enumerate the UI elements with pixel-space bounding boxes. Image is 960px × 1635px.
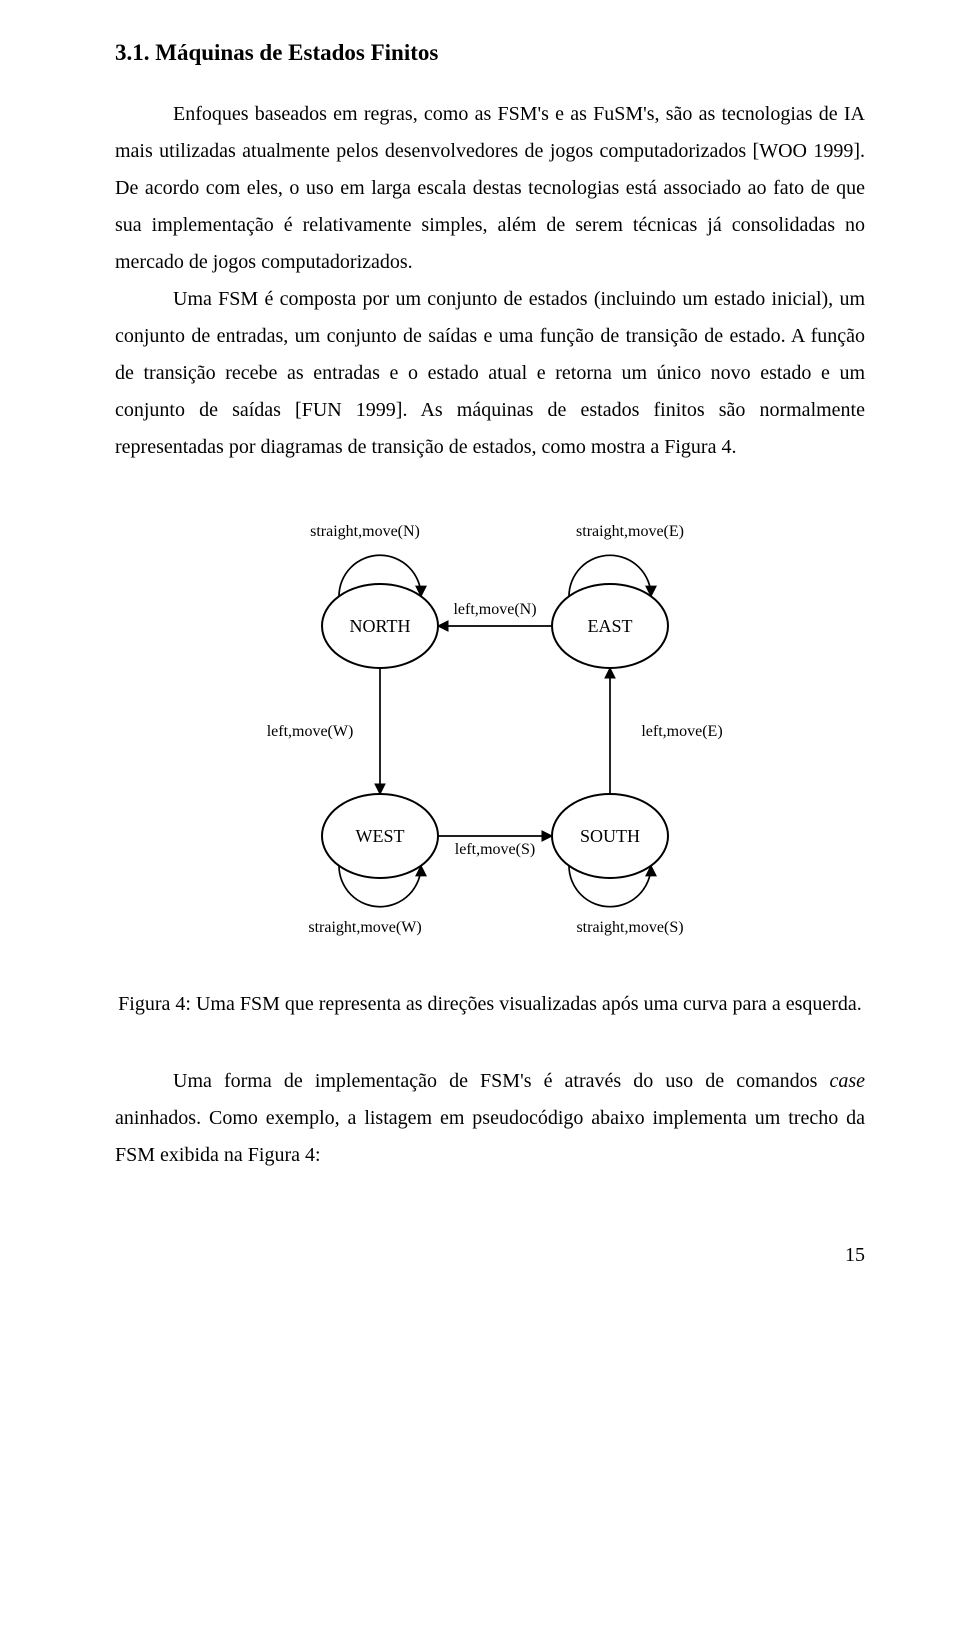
fsm-diagram-container: left,move(N) left,move(W) left,move(S) left… xyxy=(115,506,865,966)
state-node-label: EAST xyxy=(588,616,633,636)
fsm-state-diagram: left,move(N) left,move(W) left,move(S) left… xyxy=(210,506,770,966)
paragraph-3-emph: case xyxy=(829,1070,865,1092)
state-node-label: WEST xyxy=(356,826,405,846)
self-loop-label: straight,move(S) xyxy=(576,919,683,936)
edge-label: left,move(E) xyxy=(641,723,722,740)
figure-caption: Figura 4: Uma FSM que representa as dire… xyxy=(115,986,865,1023)
paragraph-2: Uma FSM é composta por um conjunto de es… xyxy=(115,281,865,466)
paragraph-3-text-a: Uma forma de implementação de FSM's é at… xyxy=(173,1070,829,1092)
self-loop-label: straight,move(W) xyxy=(308,919,421,936)
section-heading: 3.1. Máquinas de Estados Finitos xyxy=(115,40,865,66)
self-loop-label: straight,move(N) xyxy=(310,523,420,540)
edge-label: left,move(W) xyxy=(267,723,354,740)
paragraph-3: Uma forma de implementação de FSM's é at… xyxy=(115,1063,865,1174)
paragraph-1: Enfoques baseados em regras, como as FSM… xyxy=(115,96,865,281)
edge-label: left,move(N) xyxy=(453,601,536,618)
self-loop-label: straight,move(E) xyxy=(576,523,684,540)
page-number: 15 xyxy=(115,1244,865,1267)
state-node-label: NORTH xyxy=(350,616,411,636)
state-node-label: SOUTH xyxy=(580,826,640,846)
edge-label: left,move(S) xyxy=(455,841,535,858)
paragraph-3-text-b: aninhados. Como exemplo, a listagem em p… xyxy=(115,1107,865,1166)
page-root: 3.1. Máquinas de Estados Finitos Enfoque… xyxy=(0,0,960,1317)
